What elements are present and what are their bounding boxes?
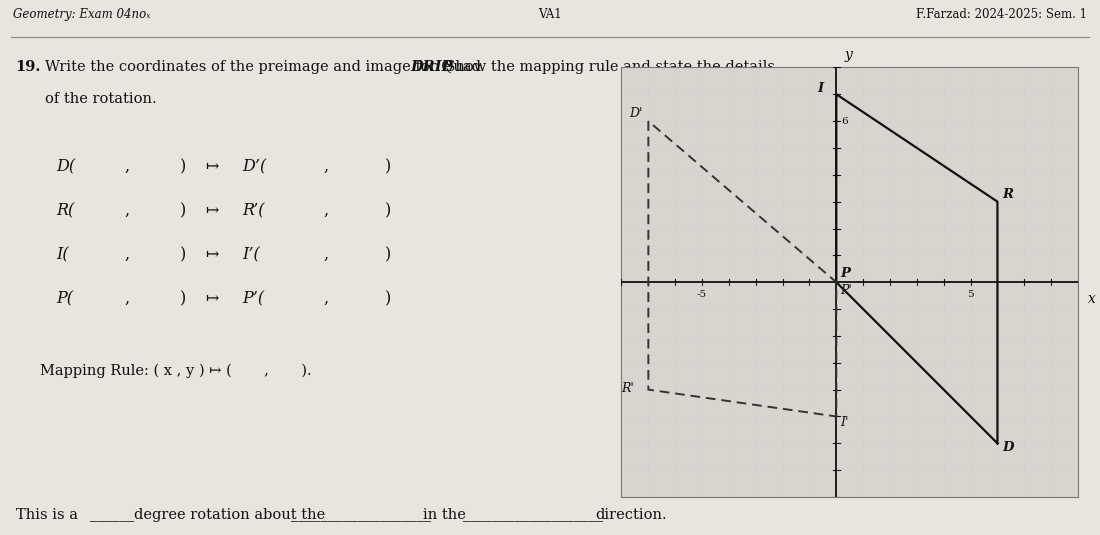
Text: I': I' xyxy=(840,416,849,429)
Text: ,: , xyxy=(124,202,130,219)
Text: degree rotation about the: degree rotation about the xyxy=(133,508,324,522)
Text: ): ) xyxy=(180,202,187,219)
Text: y: y xyxy=(845,48,853,62)
Text: I(: I( xyxy=(56,246,68,263)
Text: ___________________: ___________________ xyxy=(463,508,603,522)
Text: ): ) xyxy=(385,290,392,307)
Text: This is a: This is a xyxy=(15,508,77,522)
Text: Write the coordinates of the preimage and image for Quad: Write the coordinates of the preimage an… xyxy=(45,60,485,74)
Text: I: I xyxy=(817,81,824,95)
Text: ,: , xyxy=(323,290,328,307)
Text: 6: 6 xyxy=(842,117,848,126)
Text: ↦: ↦ xyxy=(205,158,219,175)
Text: DRIP: DRIP xyxy=(410,60,453,74)
Text: P': P' xyxy=(840,284,852,297)
Text: ↦: ↦ xyxy=(205,246,219,263)
Text: ,: , xyxy=(323,246,328,263)
Text: . Show the mapping rule and state the details: . Show the mapping rule and state the de… xyxy=(436,60,774,74)
Text: ): ) xyxy=(180,290,187,307)
Text: of the rotation.: of the rotation. xyxy=(45,92,156,106)
Text: P(: P( xyxy=(56,290,73,307)
Text: F.Farzad: 2024-2025: Sem. 1: F.Farzad: 2024-2025: Sem. 1 xyxy=(916,8,1087,21)
Text: ,: , xyxy=(323,158,328,175)
Text: x: x xyxy=(1088,292,1096,305)
Text: D’(: D’( xyxy=(242,158,266,175)
Text: R': R' xyxy=(621,383,635,395)
Text: VA1: VA1 xyxy=(538,8,562,21)
Text: D(: D( xyxy=(56,158,75,175)
Text: in the: in the xyxy=(422,508,465,522)
Text: D': D' xyxy=(629,107,642,120)
Text: -5: -5 xyxy=(697,291,707,299)
Text: ): ) xyxy=(180,158,187,175)
Text: ______: ______ xyxy=(90,508,134,522)
Text: D: D xyxy=(1003,441,1014,454)
Text: P’(: P’( xyxy=(242,290,264,307)
Text: ,: , xyxy=(124,158,130,175)
Text: Mapping Rule: ( x , y ) ↦ (       ,       ).: Mapping Rule: ( x , y ) ↦ ( , ). xyxy=(41,364,312,378)
Text: ): ) xyxy=(385,202,392,219)
Text: I’(: I’( xyxy=(242,246,260,263)
Text: R’(: R’( xyxy=(242,202,265,219)
Text: ___________________: ___________________ xyxy=(290,508,431,522)
Text: ): ) xyxy=(180,246,187,263)
Text: R: R xyxy=(1003,188,1014,201)
Text: 5: 5 xyxy=(967,291,974,299)
Text: ): ) xyxy=(385,246,392,263)
Text: ↦: ↦ xyxy=(205,290,219,307)
Text: ↦: ↦ xyxy=(205,202,219,219)
Text: Geometry: Exam 04noₓ: Geometry: Exam 04noₓ xyxy=(13,8,151,21)
Text: ): ) xyxy=(385,158,392,175)
Text: direction.: direction. xyxy=(595,508,667,522)
Text: ,: , xyxy=(124,246,130,263)
Text: ,: , xyxy=(124,290,130,307)
Text: 19.: 19. xyxy=(15,60,41,74)
Text: ,: , xyxy=(323,202,328,219)
Text: R(: R( xyxy=(56,202,74,219)
Text: P: P xyxy=(840,267,850,280)
